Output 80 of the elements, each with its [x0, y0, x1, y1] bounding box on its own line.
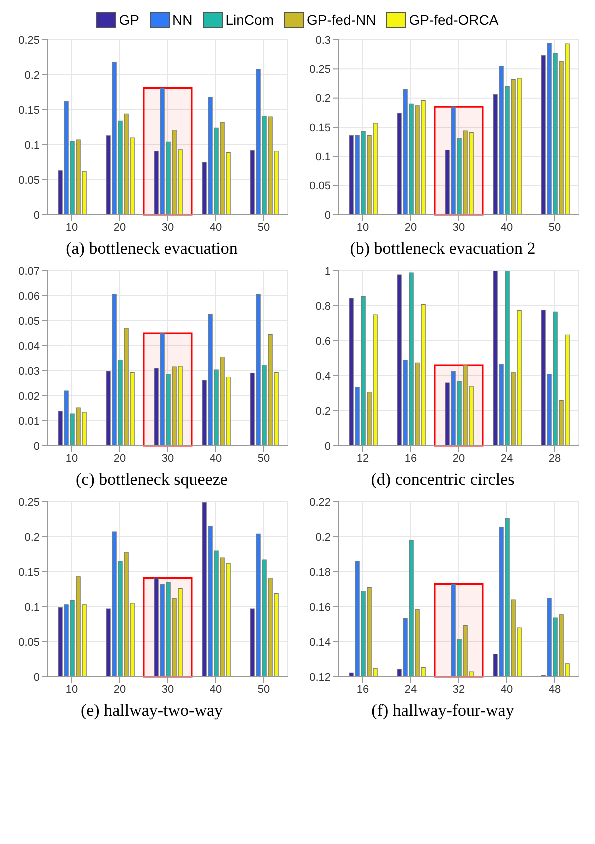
x-tick-label: 32	[452, 684, 466, 696]
x-tick-label: 10	[66, 222, 78, 234]
y-tick-label: 0.6	[316, 336, 331, 348]
y-tick-label: 0	[324, 440, 331, 453]
y-tick-label: 0.1	[24, 602, 40, 614]
x-tick-label: 40	[500, 222, 514, 234]
y-tick-label: 0.05	[18, 174, 40, 187]
y-tick-label: 0.04	[18, 340, 40, 353]
y-tick-label: 0.03	[18, 366, 40, 378]
y-tick-label: 0.2	[316, 406, 331, 418]
x-tick-label: 40	[210, 452, 222, 465]
y-tick-label: 0.15	[18, 566, 40, 579]
x-tick-label: 50	[258, 452, 270, 465]
x-tick-label: 28	[548, 452, 562, 465]
text: (d) concentric circles	[370, 470, 516, 490]
x-tick-label: 20	[114, 222, 126, 234]
legend-label: GP-fed-NN	[307, 12, 376, 28]
x-tick-label: 30	[452, 222, 466, 234]
y-tick-label: 0	[324, 210, 331, 222]
legend-label: LinCom	[226, 12, 274, 28]
y-tick-label: 0.06	[18, 290, 40, 303]
x-tick-label: 20	[452, 452, 466, 465]
y-tick-label: 0.8	[316, 300, 331, 313]
y-tick-label: 0.3	[316, 34, 331, 47]
y-tick-label: 0	[34, 210, 40, 222]
y-tick-label: 0.05	[18, 636, 40, 649]
y-tick-label: 0.02	[18, 390, 40, 403]
x-tick-label: 50	[258, 684, 270, 696]
y-tick-label: 0.25	[18, 34, 40, 47]
y-tick-label: 0.1	[24, 140, 40, 152]
text: (a) bottleneck evacuation	[65, 239, 239, 259]
y-tick-label: 0.14	[310, 636, 331, 649]
y-tick-label: 0.12	[310, 672, 331, 684]
text: (e) hallway-two-way	[80, 701, 224, 721]
x-tick-label: 50	[258, 222, 270, 234]
x-tick-label: 10	[66, 684, 78, 696]
y-tick-label: 0.2	[316, 93, 331, 106]
y-tick-label: 0.2	[24, 532, 40, 544]
x-tick-label: 40	[500, 684, 514, 696]
x-tick-label: 24	[404, 684, 418, 696]
x-tick-label: 30	[162, 222, 174, 234]
y-tick-label: 0.2	[24, 70, 40, 82]
y-tick-label: 0.15	[310, 122, 331, 134]
x-tick-label: 48	[548, 684, 562, 696]
y-tick-label: 0.2	[316, 532, 331, 544]
legend-label: GP-fed-ORCA	[409, 12, 499, 28]
text: (f) hallway-four-way	[370, 701, 516, 721]
y-tick-label: 0	[34, 440, 40, 453]
y-tick-label: 0	[34, 672, 40, 684]
x-tick-label: 30	[162, 684, 174, 696]
y-tick-label: 0.1	[316, 152, 331, 164]
y-tick-label: 0.16	[310, 602, 331, 614]
y-tick-label: 0.18	[310, 566, 331, 579]
x-tick-label: 24	[500, 452, 514, 465]
text: (c) bottleneck squeeze	[75, 470, 229, 490]
y-tick-label: 0.4	[316, 370, 331, 383]
text: (b) bottleneck evacuation 2	[349, 239, 537, 259]
x-tick-label: 10	[66, 452, 78, 465]
x-tick-label: 16	[404, 452, 418, 465]
x-tick-label: 40	[210, 222, 222, 234]
legend-label: NN	[172, 12, 193, 28]
y-tick-label: 0.25	[310, 64, 331, 76]
legend-label: GP	[119, 12, 140, 28]
x-tick-label: 10	[356, 222, 370, 234]
x-tick-label: 40	[210, 684, 222, 696]
x-tick-label: 12	[356, 452, 370, 465]
x-tick-label: 20	[114, 684, 126, 696]
y-tick-label: 0.25	[18, 496, 40, 509]
x-tick-label: 50	[548, 222, 562, 234]
x-tick-label: 30	[162, 452, 174, 465]
y-tick-label: 0.05	[310, 180, 331, 193]
y-tick-label: 0.05	[18, 316, 40, 328]
x-tick-label: 20	[404, 222, 418, 234]
y-tick-label: 0.22	[310, 496, 331, 509]
y-tick-label: 1	[324, 266, 331, 278]
y-tick-label: 0.07	[18, 266, 40, 278]
y-tick-label: 0.01	[18, 416, 40, 428]
x-tick-label: 16	[356, 684, 370, 696]
x-tick-label: 20	[114, 452, 126, 465]
y-tick-label: 0.15	[18, 104, 40, 117]
